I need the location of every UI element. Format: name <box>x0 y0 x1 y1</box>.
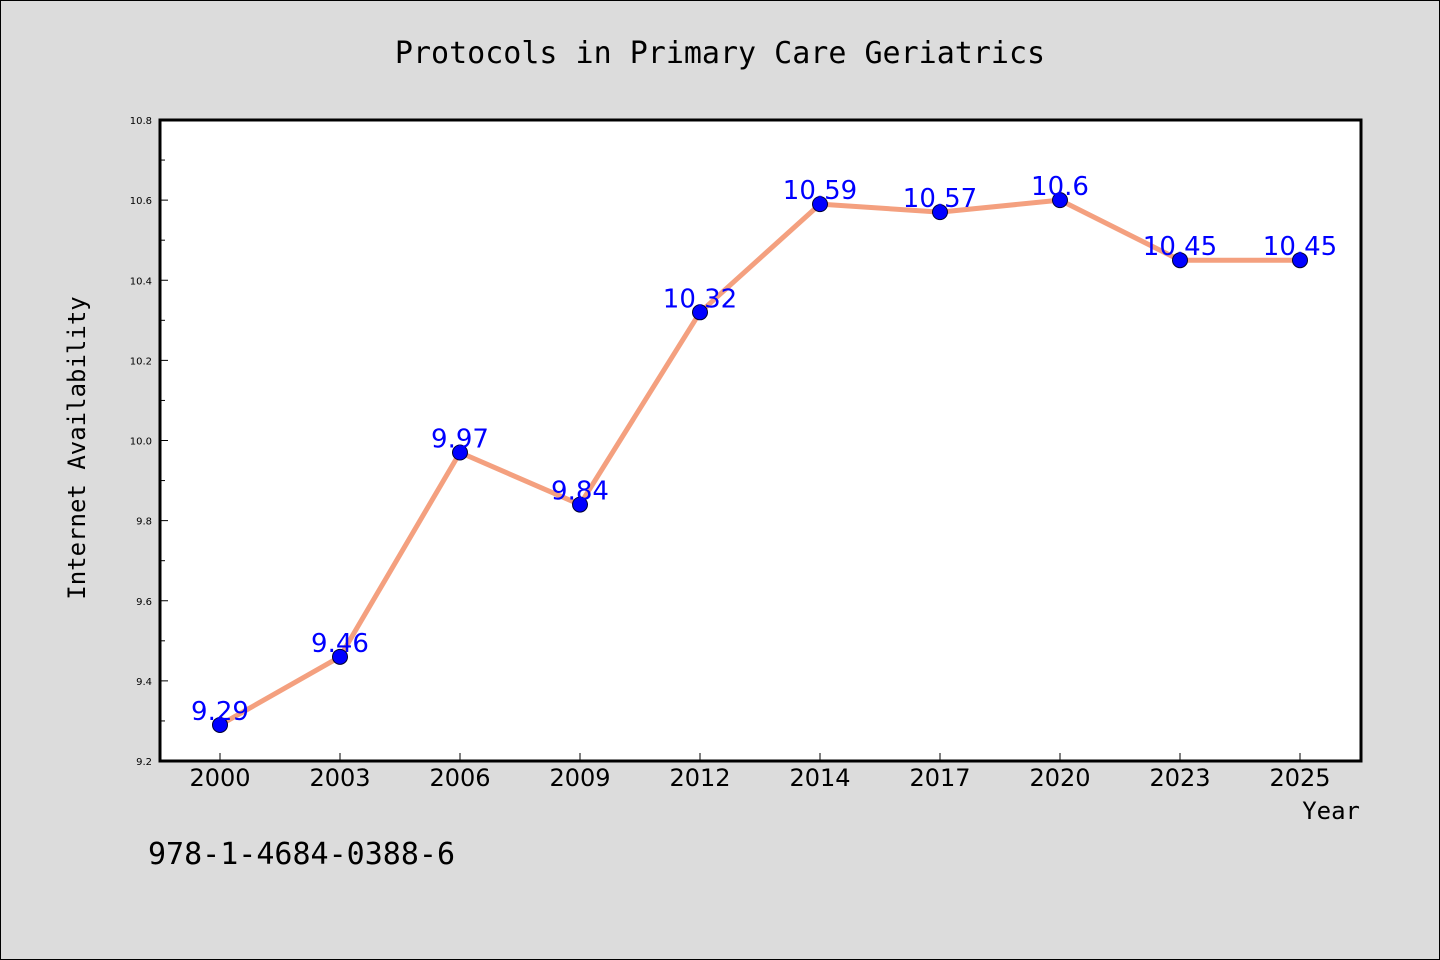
isbn-text: 978-1-4684-0388-6 <box>148 837 455 872</box>
y-tick-label: 9.8 <box>136 517 152 528</box>
data-label: 10.45 <box>1143 232 1217 262</box>
data-point <box>932 204 948 221</box>
x-tick-label: 2020 <box>1029 764 1090 792</box>
chart-title: Protocols in Primary Care Geriatrics <box>395 36 1045 71</box>
x-tick-label: 2023 <box>1149 764 1210 792</box>
y-tick-label: 10.4 <box>130 276 152 287</box>
x-axis-title: Year <box>1302 797 1360 825</box>
data-label: 10.59 <box>783 176 857 206</box>
data-labels: 9.29 9.46 9.97 9.84 10.32 10.59 10.57 10.6 10.45… <box>191 172 1337 727</box>
series-markers <box>212 192 1308 733</box>
y-tick-label: 10.0 <box>130 437 152 448</box>
x-tick-label: 2012 <box>669 764 730 792</box>
data-point <box>332 648 348 665</box>
data-label: 10.57 <box>903 184 977 214</box>
y-tick-label: 9.6 <box>136 597 152 608</box>
y-axis-title: Internet Availability <box>63 296 91 599</box>
x-tick-label: 2014 <box>789 764 850 792</box>
x-axis: 2000 2003 2006 2009 2012 2014 2017 2020 2023 2025 <box>189 753 1331 792</box>
data-point <box>692 304 708 321</box>
data-label: 9.29 <box>191 697 249 727</box>
y-tick-label: 9.2 <box>136 757 152 768</box>
data-label: 9.97 <box>431 425 489 455</box>
data-point <box>812 196 828 213</box>
series-line <box>217 197 1303 728</box>
data-label: 10.45 <box>1263 232 1337 262</box>
data-point <box>212 716 228 733</box>
y-tick-label: 9.4 <box>136 677 152 688</box>
data-point <box>1052 192 1068 209</box>
y-tick-label: 10.6 <box>130 196 152 207</box>
plot-area <box>158 118 1363 763</box>
x-tick-label: 2003 <box>309 764 370 792</box>
x-tick-label: 2006 <box>429 764 490 792</box>
x-tick-label: 2017 <box>909 764 970 792</box>
x-tick-label: 2009 <box>549 764 610 792</box>
data-point <box>1292 252 1308 269</box>
y-tick-label: 10.8 <box>130 116 152 127</box>
data-label: 9.46 <box>311 629 369 659</box>
data-point <box>1172 252 1188 269</box>
data-point <box>452 444 468 461</box>
data-label: 10.6 <box>1031 172 1089 202</box>
y-tick-label: 10.2 <box>130 356 152 367</box>
data-label: 10.32 <box>663 284 737 314</box>
data-label: 9.84 <box>551 477 609 507</box>
data-point <box>572 496 588 513</box>
y-axis: 9.2 9.4 9.6 9.8 10.0 10.2 10.4 10.6 10.8 <box>130 116 168 768</box>
x-tick-label: 2025 <box>1269 764 1330 792</box>
x-tick-label: 2000 <box>189 764 250 792</box>
